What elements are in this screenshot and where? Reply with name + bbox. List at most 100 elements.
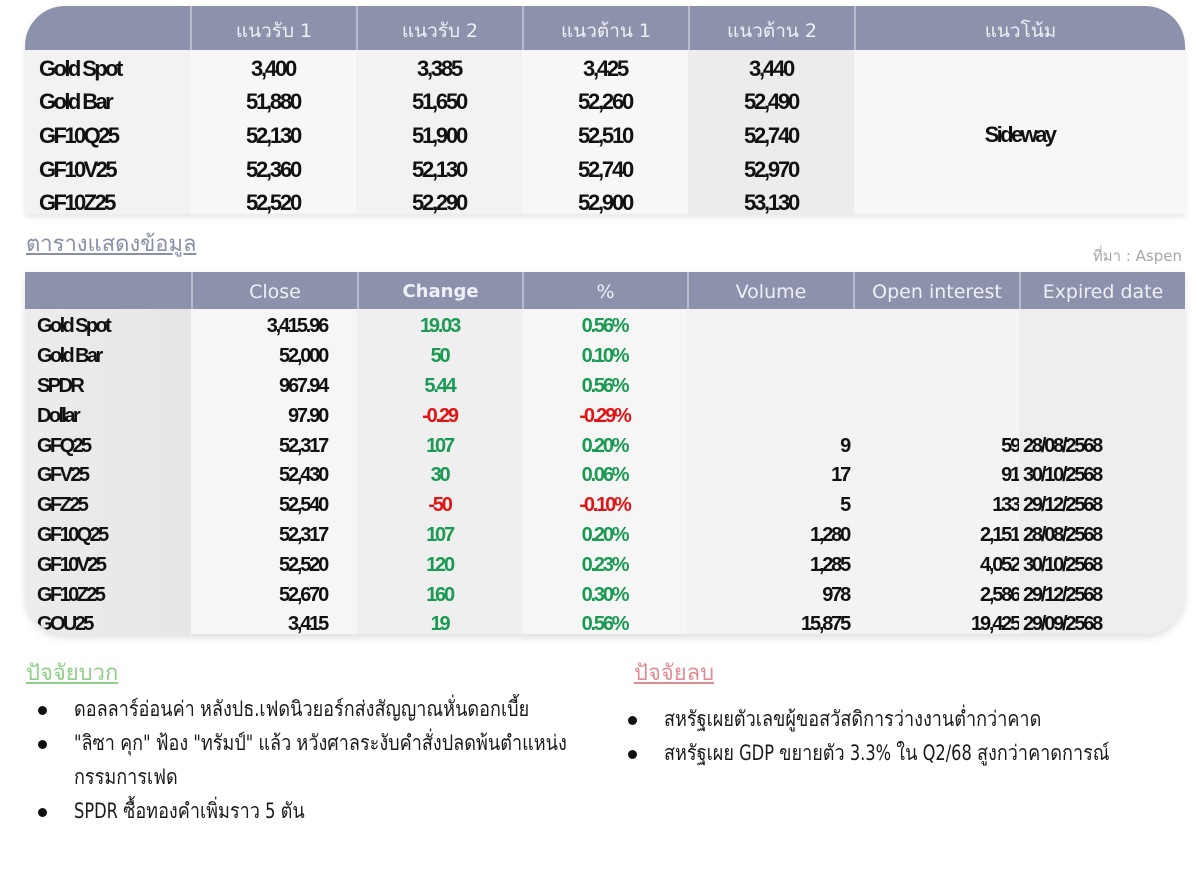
volume-value: 5 bbox=[840, 494, 851, 517]
positive-factor-item: ดอลลาร์อ่อนค่า หลังปธ.เฟดนิวยอร์กส่งสัญญ… bbox=[36, 692, 596, 726]
header-volume: Volume bbox=[687, 272, 853, 309]
row-name: GF10Z25 bbox=[39, 190, 116, 214]
instrument-name: GFQ25 bbox=[37, 434, 92, 457]
negative-factors-list: สหรัฐเผยตัวเลขผู้ขอสวัสดิการว่างงานต่ำกว… bbox=[626, 702, 1186, 770]
resistance-2-value: 3,440 bbox=[748, 55, 795, 81]
header-change: Change bbox=[357, 272, 522, 309]
positive-factors-title: ปัจจัยบวก bbox=[26, 661, 119, 686]
percent-column: 0.56% 0.10% 0.56% -0.29% 0.20% 0.06% -0.… bbox=[522, 309, 687, 634]
volume-column: 9 17 5 1,280 1,285 978 15,875 bbox=[687, 309, 853, 634]
header-percent: % bbox=[522, 272, 687, 309]
header-support-1: แนวรับ 1 bbox=[190, 6, 356, 50]
volume-value bbox=[687, 312, 853, 342]
instrument-name: GF10Z25 bbox=[37, 583, 106, 606]
positive-factor-text: ดอลลาร์อ่อนค่า หลังปธ.เฟดนิวยอร์กส่งสัญญ… bbox=[74, 697, 530, 721]
expired-date-value bbox=[1019, 372, 1185, 402]
instrument-name: GF10Q25 bbox=[37, 523, 109, 546]
header-blank bbox=[25, 6, 190, 50]
open-interest-value bbox=[853, 312, 1019, 342]
row-name: GF10V25 bbox=[39, 156, 118, 182]
instrument-name: GFV25 bbox=[37, 464, 90, 487]
negative-factor-item: สหรัฐเผย GDP ขยายตัว 3.3% ใน Q2/68 สูงกว… bbox=[626, 736, 1186, 770]
close-value: 52,540 bbox=[279, 494, 329, 517]
change-value: -50 bbox=[428, 494, 453, 517]
positive-factor-text: "ลิซา คุก" ฟ้อง "ทรัมป์" แล้ว หวังศาลระง… bbox=[74, 731, 567, 789]
open-interest-value: 2,151 bbox=[979, 523, 1021, 546]
instrument-name: GFZ25 bbox=[37, 494, 89, 517]
market-table-body: Gold Spot Gold Bar SPDR Dollar GFQ25 GFV… bbox=[25, 309, 1185, 634]
percent-value: -0.10% bbox=[579, 494, 631, 517]
expired-date-value bbox=[1019, 342, 1185, 372]
instrument-name: SPDR bbox=[37, 374, 85, 397]
resistance-2-column: 3,440 52,490 52,740 52,970 53,130 bbox=[688, 50, 854, 214]
volume-value: 17 bbox=[831, 464, 851, 487]
change-column: 19.03 50 5.44 -0.29 107 30 -50 107 120 1… bbox=[357, 309, 522, 634]
levels-name-column: Gold Spot Gold Bar GF10Q25 GF10V25 GF10Z… bbox=[25, 50, 190, 214]
volume-value: 1,285 bbox=[809, 553, 851, 576]
open-interest-value: 2,586 bbox=[979, 583, 1021, 606]
header-trend: แนวโน้ม bbox=[854, 6, 1185, 50]
support-1-value: 52,360 bbox=[245, 156, 302, 182]
open-interest-value: 133 bbox=[992, 494, 1021, 517]
close-value: 97.90 bbox=[287, 404, 329, 427]
expired-date-value: 30/10/2568 bbox=[1023, 464, 1103, 487]
change-value: 50 bbox=[430, 345, 451, 368]
levels-table-body: Gold Spot Gold Bar GF10Q25 GF10V25 GF10Z… bbox=[25, 50, 1185, 214]
data-source-label: ที่มา : Aspen bbox=[1092, 247, 1182, 265]
negative-factor-text: สหรัฐเผยตัวเลขผู้ขอสวัสดิการว่างงานต่ำกว… bbox=[664, 707, 1042, 731]
header-close: Close bbox=[191, 272, 357, 309]
percent-value: 0.56% bbox=[581, 315, 630, 338]
close-value: 52,317 bbox=[279, 434, 329, 457]
support-1-value: 3,400 bbox=[250, 55, 297, 81]
expired-date-value: 29/12/2568 bbox=[1023, 494, 1103, 517]
header-resistance-2: แนวต้าน 2 bbox=[688, 6, 854, 50]
instrument-column: Gold Spot Gold Bar SPDR Dollar GFQ25 GFV… bbox=[25, 309, 191, 634]
expired-date-value bbox=[1019, 401, 1185, 431]
resistance-1-value: 52,260 bbox=[577, 89, 634, 115]
support-2-value: 52,130 bbox=[411, 156, 468, 182]
support-2-column: 3,385 51,650 51,900 52,130 52,290 bbox=[356, 50, 522, 214]
resistance-1-value: 52,740 bbox=[577, 156, 634, 182]
header-blank bbox=[25, 272, 191, 309]
volume-value: 1,280 bbox=[809, 523, 851, 546]
percent-value: 0.56% bbox=[581, 374, 630, 397]
market-table-header: Close Change % Volume Open interest Expi… bbox=[25, 272, 1185, 309]
open-interest-column: 59 91 133 2,151 4,052 2,586 19,425 bbox=[853, 309, 1021, 634]
negative-factors-title: ปัจจัยลบ bbox=[634, 661, 715, 686]
open-interest-value: 59 bbox=[1001, 434, 1021, 457]
close-value: 3,415 bbox=[287, 613, 329, 634]
close-value: 52,430 bbox=[279, 464, 329, 487]
percent-value: 0.23% bbox=[581, 553, 630, 576]
change-value: 107 bbox=[426, 434, 455, 457]
expired-date-value: 30/10/2568 bbox=[1023, 553, 1103, 576]
expired-date-value: 29/12/2568 bbox=[1023, 583, 1103, 606]
change-value: 5.44 bbox=[424, 374, 456, 397]
positive-factors-list: ดอลลาร์อ่อนค่า หลังปธ.เฟดนิวยอร์กส่งสัญญ… bbox=[36, 692, 596, 828]
close-value: 52,520 bbox=[279, 553, 329, 576]
volume-value: 15,875 bbox=[801, 613, 851, 634]
support-1-value: 52,520 bbox=[245, 190, 302, 214]
trend-value: Sideway bbox=[984, 121, 1057, 147]
percent-value: 0.20% bbox=[581, 434, 630, 457]
volume-value bbox=[687, 401, 853, 431]
resistance-1-value: 52,900 bbox=[577, 190, 634, 214]
instrument-name: Dollar bbox=[37, 404, 81, 427]
close-value: 52,670 bbox=[279, 583, 329, 606]
percent-value: -0.29% bbox=[579, 404, 631, 427]
trend-cell: Sideway bbox=[854, 50, 1185, 214]
resistance-2-value: 53,130 bbox=[743, 190, 800, 214]
open-interest-value bbox=[853, 342, 1019, 372]
percent-value: 0.06% bbox=[581, 464, 630, 487]
expired-date-value: 28/08/2568 bbox=[1023, 523, 1103, 546]
volume-value: 9 bbox=[840, 434, 851, 457]
close-column: 3,415.96 52,000 967.94 97.90 52,317 52,4… bbox=[191, 309, 357, 634]
percent-value: 0.56% bbox=[581, 613, 630, 634]
change-value: 107 bbox=[426, 523, 455, 546]
open-interest-value: 19,425 bbox=[971, 613, 1021, 634]
expired-date-value: 29/09/2568 bbox=[1023, 613, 1103, 634]
header-support-2: แนวรับ 2 bbox=[356, 6, 522, 50]
resistance-2-value: 52,490 bbox=[743, 89, 800, 115]
change-value: 19 bbox=[430, 613, 451, 634]
support-resistance-table: แนวรับ 1 แนวรับ 2 แนวต้าน 1 แนวต้าน 2 แน… bbox=[25, 6, 1185, 214]
